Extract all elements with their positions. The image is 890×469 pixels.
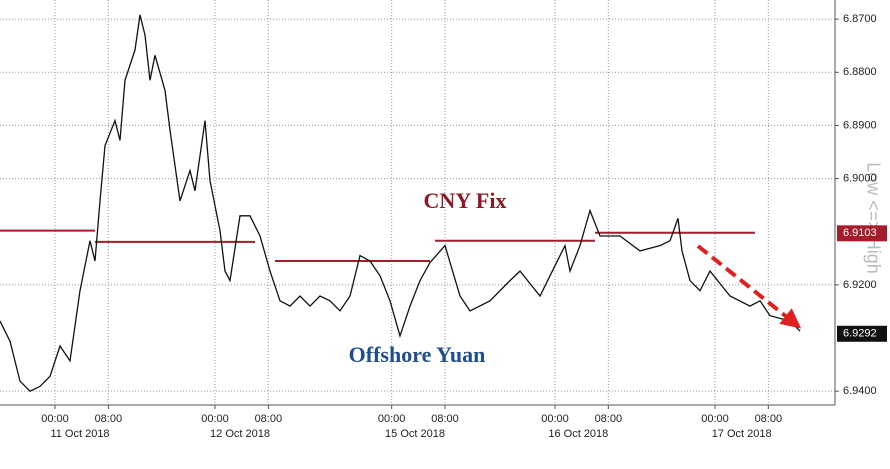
x-tick-label: 00:00	[201, 413, 229, 425]
y-tick-label: 6.8800	[843, 66, 877, 78]
offshore-yuan-annotation: Offshore Yuan	[349, 342, 486, 367]
x-tick-label: 08:00	[431, 413, 459, 425]
plot	[0, 14, 801, 392]
date-label: 15 Oct 2018	[385, 428, 445, 440]
last-value-box	[837, 325, 887, 342]
y-tick-label: 6.8900	[843, 119, 877, 131]
y-tick-label: 6.9000	[843, 172, 877, 184]
trend-arrow	[696, 244, 802, 329]
last-value-label: 6.9103	[843, 227, 877, 239]
y-axis-title: Low <=> High	[863, 162, 883, 274]
grid	[0, 0, 835, 405]
x-tick-label: 00:00	[701, 413, 729, 425]
x-tick-label: 08:00	[255, 413, 283, 425]
date-label: 12 Oct 2018	[210, 428, 270, 440]
x-tick-label: 08:00	[595, 413, 623, 425]
x-tick-label: 00:00	[378, 413, 406, 425]
last-value-box	[837, 225, 887, 242]
y-tick-label: 6.9400	[843, 385, 877, 397]
x-tick-label: 00:00	[41, 413, 69, 425]
price-line	[0, 14, 801, 392]
date-label: 17 Oct 2018	[712, 428, 772, 440]
x-tick-label: 08:00	[95, 413, 123, 425]
x-tick-label: 00:00	[541, 413, 569, 425]
date-label: 11 Oct 2018	[50, 428, 109, 440]
x-tick-label: 08:00	[755, 413, 783, 425]
date-label: 16 Oct 2018	[548, 428, 608, 440]
y-tick-label: 6.8700	[843, 13, 877, 25]
last-value-label: 6.9292	[843, 328, 877, 340]
cny-fix-annotation: CNY Fix	[424, 188, 507, 213]
y-tick-label: 6.9200	[843, 279, 877, 291]
